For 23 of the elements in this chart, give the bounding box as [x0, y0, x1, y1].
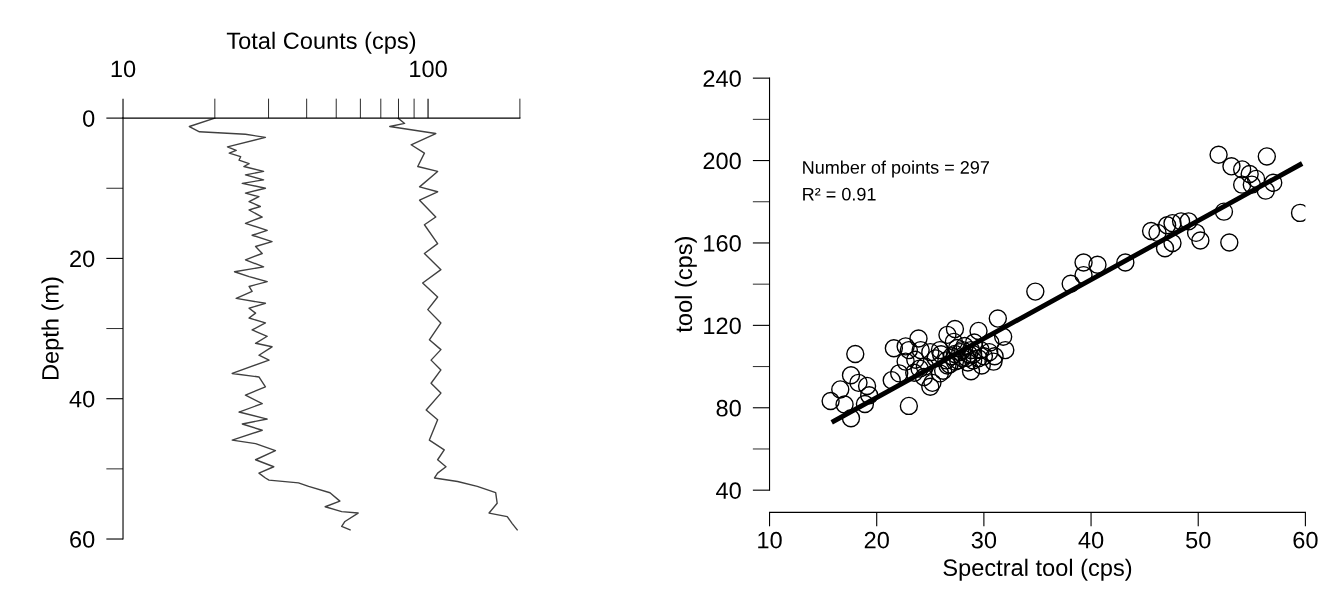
x-tick-label: 60: [1293, 531, 1318, 549]
x-tick-label: 30: [971, 531, 997, 549]
annotation: Number of points = 297: [803, 160, 989, 178]
x-tick-label: 10: [758, 531, 782, 549]
y-tick-label: 240: [703, 70, 741, 87]
y-tick-label: 200: [703, 152, 741, 170]
y-tick-label: 160: [704, 235, 741, 252]
y-tick-label: 120: [704, 317, 741, 335]
x-axis-title: Total Counts (cps): [226, 31, 416, 54]
x-tick-label: 50: [1186, 531, 1211, 549]
x-tick-label: 100: [410, 60, 447, 78]
y-tick-label: 0: [83, 110, 95, 127]
y-tick-label: 80: [716, 399, 741, 417]
x-axis-title: Spectral tool (cps): [943, 558, 1132, 581]
y-tick-label: 40: [69, 390, 95, 408]
y-tick-label: 40: [716, 482, 741, 499]
x-tick-label: 20: [864, 531, 889, 549]
y-axis-title: Depth (m): [41, 277, 64, 380]
x-tick-label: 10: [111, 60, 136, 78]
y-tick-label: 20: [70, 250, 95, 268]
y-axis-title: tool (cps): [674, 237, 697, 333]
x-tick-label: 40: [1078, 531, 1104, 549]
annotation: R² = 0.91: [803, 187, 876, 201]
